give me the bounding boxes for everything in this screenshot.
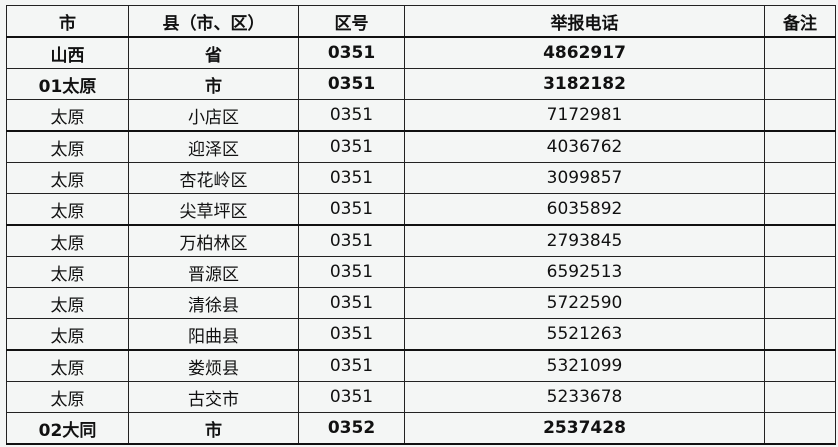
- table-row: 太原 杏花岭区 0351 3099857: [6, 162, 836, 194]
- cell-phone: 3099857: [404, 162, 765, 194]
- cell-county: 小店区: [128, 99, 299, 132]
- cell-phone: 4862917: [404, 36, 765, 69]
- cell-city: 太原: [6, 224, 129, 257]
- cell-county: 古交市: [128, 381, 299, 413]
- cell-area-code: 0351: [298, 68, 405, 100]
- cell-phone: 5233678: [404, 381, 765, 413]
- cell-city: 山西: [6, 36, 129, 69]
- cell-phone: 5521263: [404, 318, 765, 351]
- cell-note: [764, 256, 836, 288]
- table-row: 山西省 0351 4862917: [6, 36, 836, 69]
- cell-area-code: 0351: [298, 193, 405, 226]
- cell-note: [764, 349, 836, 382]
- cell-county: 阳曲县: [128, 318, 299, 351]
- cell-phone: 5722590: [404, 287, 765, 319]
- cell-city: 太原: [6, 287, 129, 319]
- cell-phone: 5321099: [404, 349, 765, 382]
- cell-county: 晋源区: [128, 256, 299, 288]
- table-row: 太原 阳曲县 0351 5521263: [6, 318, 836, 351]
- table-row: 太原 万柏林区 0351 2793845: [6, 224, 836, 257]
- cell-area-code: 0352: [298, 412, 405, 445]
- header-note: 备注: [764, 5, 836, 38]
- cell-county: 省: [128, 36, 299, 69]
- cell-city: 02大同: [6, 412, 129, 445]
- cell-area-code: 0351: [298, 224, 405, 257]
- cell-phone: 2793845: [404, 224, 765, 257]
- cell-area-code: 0351: [298, 349, 405, 382]
- table-row: 太原 尖草坪区 0351 6035892: [6, 193, 836, 226]
- cell-area-code: 0351: [298, 130, 405, 163]
- cell-county: 尖草坪区: [128, 193, 299, 226]
- cell-area-code: 0351: [298, 256, 405, 288]
- table-row: 太原 古交市 0351 5233678: [6, 381, 836, 413]
- cell-city: 太原: [6, 318, 129, 351]
- cell-city: 太原: [6, 99, 129, 132]
- cell-phone: 4036762: [404, 130, 765, 163]
- table-row: 02大同市 0352 2537428: [6, 412, 836, 445]
- cell-city: 太原: [6, 162, 129, 194]
- cell-note: [764, 412, 836, 445]
- cell-phone: 7172981: [404, 99, 765, 132]
- cell-city: 太原: [6, 256, 129, 288]
- cell-county: 清徐县: [128, 287, 299, 319]
- cell-area-code: 0351: [298, 99, 405, 132]
- cell-area-code: 0351: [298, 287, 405, 319]
- header-county: 县（市、区）: [128, 5, 299, 38]
- header-area-code: 区号: [298, 5, 405, 38]
- table-row: 太原 娄烦县 0351 5321099: [6, 349, 836, 382]
- cell-phone: 2537428: [404, 412, 765, 445]
- cell-city: 太原: [6, 130, 129, 163]
- cell-county: 迎泽区: [128, 130, 299, 163]
- cell-note: [764, 318, 836, 351]
- cell-city: 太原: [6, 381, 129, 413]
- cell-note: [764, 68, 836, 100]
- table-row: 太原 清徐县 0351 5722590: [6, 287, 836, 319]
- cell-note: [764, 36, 836, 69]
- cell-area-code: 0351: [298, 381, 405, 413]
- cell-county: 万柏林区: [128, 224, 299, 257]
- cell-area-code: 0351: [298, 162, 405, 194]
- cell-note: [764, 224, 836, 257]
- cell-phone: 6035892: [404, 193, 765, 226]
- cell-phone: 6592513: [404, 256, 765, 288]
- cell-county: 市: [128, 412, 299, 445]
- cell-county: 市: [128, 68, 299, 100]
- hotline-table: 市 县（市、区） 区号 举报电话 备注 山西省 0351 4862917 01太原市 0…: [6, 5, 836, 445]
- table-row: 01太原市 0351 3182182: [6, 68, 836, 100]
- cell-note: [764, 381, 836, 413]
- cell-note: [764, 130, 836, 163]
- cell-note: [764, 193, 836, 226]
- cell-city: 01太原: [6, 68, 129, 100]
- cell-phone: 3182182: [404, 68, 765, 100]
- cell-area-code: 0351: [298, 318, 405, 351]
- header-phone: 举报电话: [404, 5, 765, 38]
- cell-note: [764, 99, 836, 132]
- cell-city: 太原: [6, 349, 129, 382]
- table-row: 太原 晋源区 0351 6592513: [6, 256, 836, 288]
- table-row: 太原 迎泽区 0351 4036762: [6, 130, 836, 163]
- cell-note: [764, 287, 836, 319]
- header-city: 市: [6, 5, 129, 38]
- header-row: 市 县（市、区） 区号 举报电话 备注: [6, 5, 836, 38]
- cell-area-code: 0351: [298, 36, 405, 69]
- cell-county: 杏花岭区: [128, 162, 299, 194]
- cell-note: [764, 162, 836, 194]
- cell-county: 娄烦县: [128, 349, 299, 382]
- table-row: 太原 小店区 0351 7172981: [6, 99, 836, 132]
- cell-city: 太原: [6, 193, 129, 226]
